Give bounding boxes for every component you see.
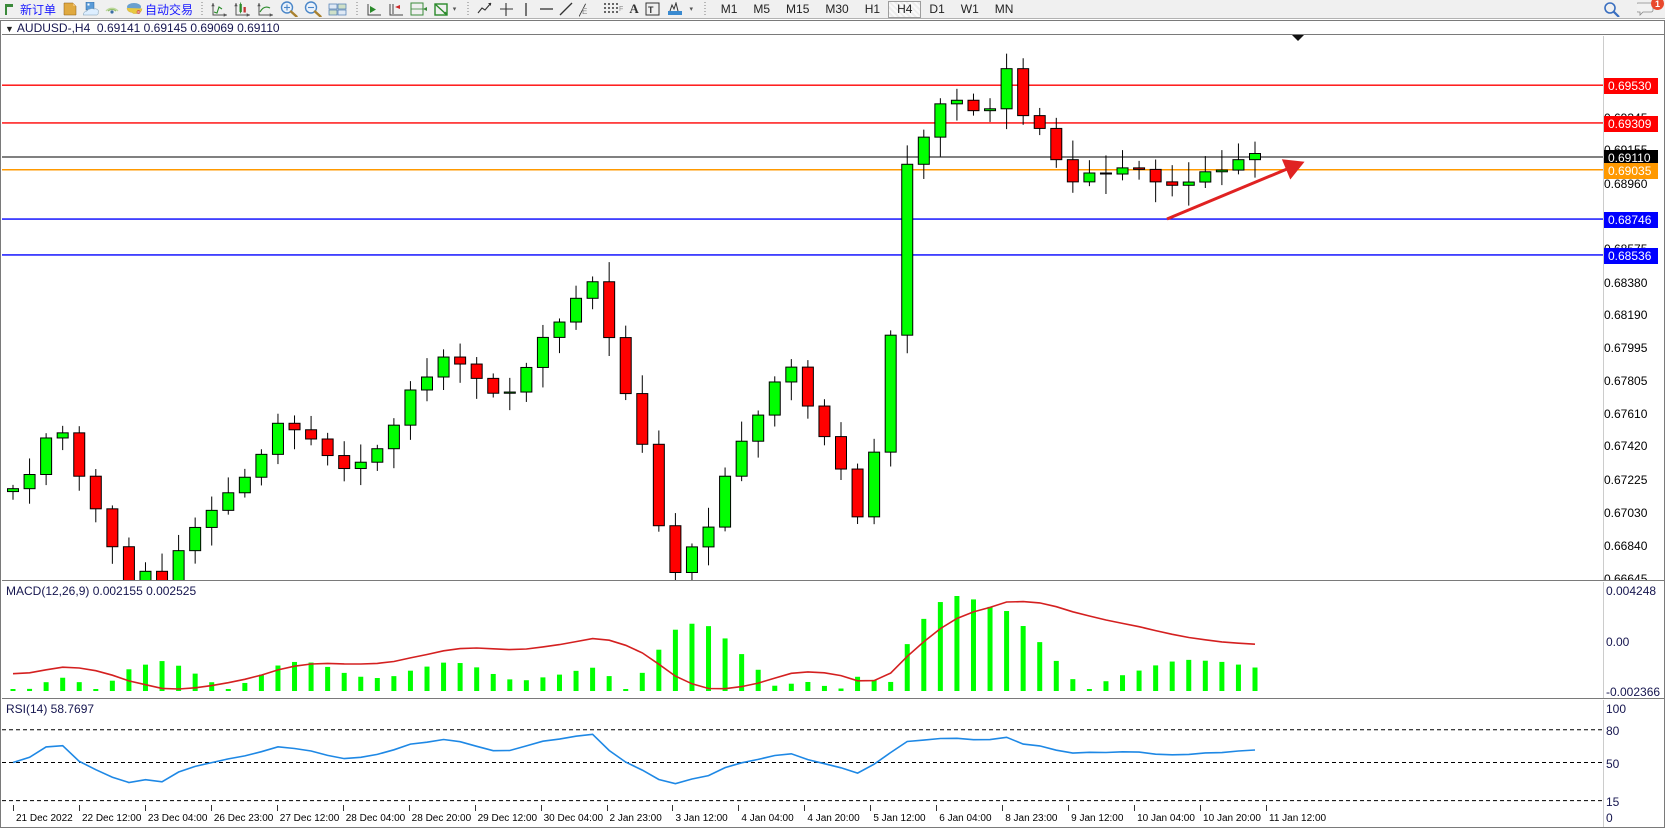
svg-text:T: T — [648, 5, 654, 15]
svg-text:E: E — [582, 7, 587, 16]
svg-text:1: 1 — [1655, 0, 1660, 9]
